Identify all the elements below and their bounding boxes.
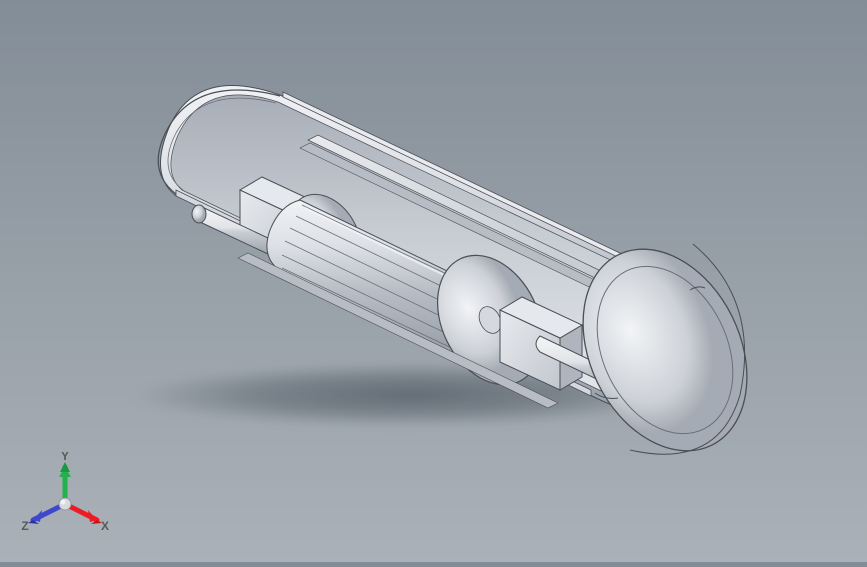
x-axis-label: X: [101, 519, 109, 533]
model-svg[interactable]: [0, 0, 867, 562]
model-container[interactable]: [0, 0, 867, 562]
cad-viewport[interactable]: Y X Z: [0, 0, 867, 562]
z-axis-label: Z: [21, 519, 28, 533]
triad-origin[interactable]: [59, 498, 71, 510]
y-axis-label: Y: [61, 452, 69, 463]
orientation-triad[interactable]: Y X Z: [20, 452, 110, 542]
